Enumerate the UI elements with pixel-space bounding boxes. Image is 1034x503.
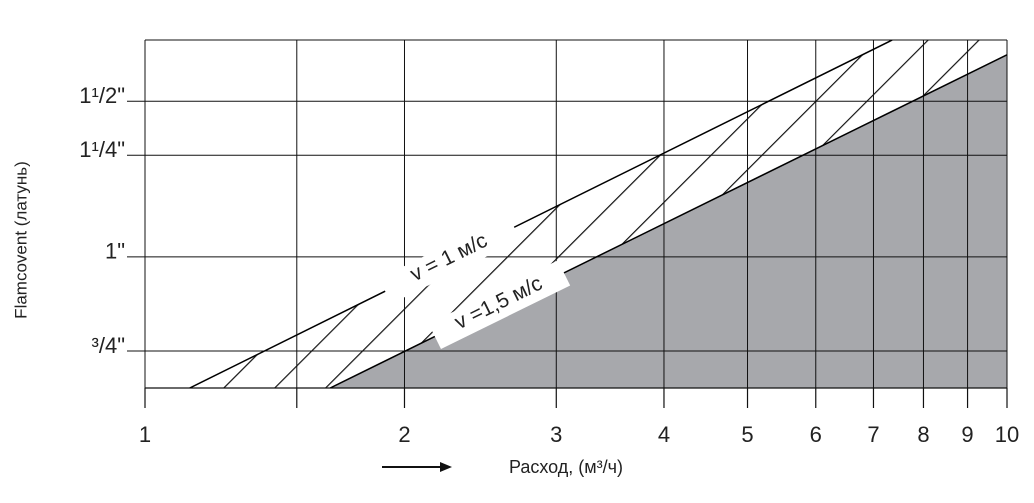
x-tick-label: 3	[550, 422, 562, 447]
x-tick-label: 5	[741, 422, 753, 447]
label-background	[378, 214, 521, 304]
y-tick-label: ³/4"	[92, 333, 125, 358]
x-tick-label: 6	[810, 422, 822, 447]
x-tick-label: 4	[658, 422, 670, 447]
arrow-head	[440, 462, 452, 472]
series-line	[189, 40, 893, 388]
y-tick-label: 1¹/4"	[79, 137, 125, 162]
x-axis-label: Расход, (м³/ч)	[509, 457, 623, 477]
x-tick-label: 10	[995, 422, 1019, 447]
y-axis-label: Flamcovent (латунь)	[11, 161, 30, 319]
y-tick-label: 1¹/2"	[79, 83, 125, 108]
label-background	[428, 260, 571, 350]
x-tick-label: 8	[917, 422, 929, 447]
x-tick-label: 2	[398, 422, 410, 447]
y-tick-label: 1"	[105, 239, 125, 264]
x-tick-label: 1	[139, 422, 151, 447]
x-tick-label: 7	[867, 422, 879, 447]
x-tick-label: 9	[961, 422, 973, 447]
